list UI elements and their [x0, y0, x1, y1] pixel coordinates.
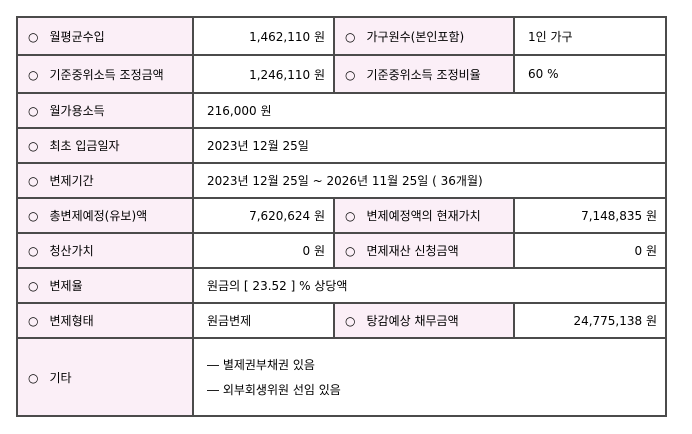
label-etc: ○ 기타 [16, 337, 194, 417]
label-text: 총변제예정(유보)액 [49, 209, 148, 223]
etc-note-external-trustee: ― 외부회생위원 선임 있음 [207, 382, 341, 397]
circle-bullet-icon: ○ [28, 279, 39, 293]
circle-bullet-icon: ○ [28, 244, 39, 258]
circle-bullet-icon: ○ [28, 104, 39, 118]
value-etc: ― 별제권부채권 있음 ― 외부회생위원 선임 있음 [192, 337, 667, 417]
circle-bullet-icon: ○ [28, 139, 39, 153]
table-row: ○ 청산가치 0 원 ○ 면제재산 신청금액 0 원 [16, 232, 667, 269]
summary-table: ○ 월평균수입 1,462,110 원 ○ 가구원수(본인포함) 1인 가구 ○ 기준… [16, 16, 667, 417]
label-median-income-adjust-ratio: ○ 기준중위소득 조정비율 [333, 54, 515, 94]
value-liquidation-value: 0 원 [192, 232, 335, 269]
table-row: ○ 변제율 원금의 [ 23.52 ] % 상당액 [16, 267, 667, 304]
value-household-members: 1인 가구 [513, 16, 667, 56]
label-text: 변제율 [49, 279, 83, 293]
label-monthly-average-income: ○ 월평균수입 [16, 16, 194, 56]
table-row: ○ 변제형태 원금변제 ○ 탕감예상 채무금액 24,775,138 원 [16, 302, 667, 339]
label-present-value-of-repayment: ○ 변제예정액의 현재가치 [333, 197, 515, 234]
table-row: ○ 최초 입금일자 2023년 12월 25일 [16, 127, 667, 164]
circle-bullet-icon: ○ [28, 370, 39, 385]
label-text: 가구원수(본인포함) [366, 29, 465, 44]
circle-bullet-icon: ○ [28, 314, 39, 328]
label-text: 변제형태 [49, 314, 94, 328]
label-household-members: ○ 가구원수(본인포함) [333, 16, 515, 56]
label-repayment-rate: ○ 변제율 [16, 267, 194, 304]
label-text: 청산가치 [49, 244, 94, 258]
circle-bullet-icon: ○ [28, 29, 39, 44]
label-liquidation-value: ○ 청산가치 [16, 232, 194, 269]
label-text: 면제재산 신청금액 [366, 244, 459, 258]
label-total-planned-repayment: ○ 총변제예정(유보)액 [16, 197, 194, 234]
value-expected-debt-relief-amount: 24,775,138 원 [513, 302, 667, 339]
label-text: 최초 입금일자 [49, 139, 120, 153]
value-present-value-of-repayment: 7,148,835 원 [513, 197, 667, 234]
label-text: 월가용소득 [49, 104, 105, 118]
label-median-income-adjusted-amount: ○ 기준중위소득 조정금액 [16, 54, 194, 94]
label-text: 탕감예상 채무금액 [366, 314, 459, 328]
label-monthly-disposable-income: ○ 월가용소득 [16, 92, 194, 129]
value-total-planned-repayment: 7,620,624 원 [192, 197, 335, 234]
label-expected-debt-relief-amount: ○ 탕감예상 채무금액 [333, 302, 515, 339]
circle-bullet-icon: ○ [28, 174, 39, 188]
etc-note-secured-claim: ― 별제권부채권 있음 [207, 357, 315, 372]
value-monthly-disposable-income: 216,000 원 [192, 92, 667, 129]
label-text: 변제기간 [49, 174, 94, 188]
value-monthly-average-income: 1,462,110 원 [192, 16, 335, 56]
label-text: 기준중위소득 조정비율 [366, 67, 481, 82]
circle-bullet-icon: ○ [345, 29, 356, 44]
value-exempt-property-request: 0 원 [513, 232, 667, 269]
table-row: ○ 월가용소득 216,000 원 [16, 92, 667, 129]
value-median-income-adjust-ratio: 60 % [513, 54, 667, 94]
table-row: ○ 월평균수입 1,462,110 원 ○ 가구원수(본인포함) 1인 가구 [16, 16, 667, 56]
label-text: 변제예정액의 현재가치 [366, 209, 481, 223]
label-repayment-period: ○ 변제기간 [16, 162, 194, 199]
label-text: 기준중위소득 조정금액 [49, 67, 164, 82]
label-repayment-form: ○ 변제형태 [16, 302, 194, 339]
circle-bullet-icon: ○ [345, 314, 356, 328]
circle-bullet-icon: ○ [345, 209, 356, 223]
repayment-plan-summary: ○ 월평균수입 1,462,110 원 ○ 가구원수(본인포함) 1인 가구 ○ 기준… [16, 16, 667, 417]
value-repayment-period: 2023년 12월 25일 ~ 2026년 11월 25일 ( 36개월) [192, 162, 667, 199]
value-repayment-rate: 원금의 [ 23.52 ] % 상당액 [192, 267, 667, 304]
circle-bullet-icon: ○ [345, 244, 356, 258]
label-text: 월평균수입 [49, 29, 105, 44]
circle-bullet-icon: ○ [28, 67, 39, 82]
circle-bullet-icon: ○ [345, 67, 356, 82]
circle-bullet-icon: ○ [28, 209, 39, 223]
table-row: ○ 총변제예정(유보)액 7,620,624 원 ○ 변제예정액의 현재가치 7,1… [16, 197, 667, 234]
table-row: ○ 기타 ― 별제권부채권 있음 ― 외부회생위원 선임 있음 [16, 337, 667, 417]
table-row: ○ 기준중위소득 조정금액 1,246,110 원 ○ 기준중위소득 조정비율 60… [16, 54, 667, 94]
value-repayment-form: 원금변제 [192, 302, 335, 339]
table-row: ○ 변제기간 2023년 12월 25일 ~ 2026년 11월 25일 ( 36… [16, 162, 667, 199]
value-median-income-adjusted-amount: 1,246,110 원 [192, 54, 335, 94]
value-first-deposit-date: 2023년 12월 25일 [192, 127, 667, 164]
label-text: 기타 [49, 370, 72, 385]
label-exempt-property-request: ○ 면제재산 신청금액 [333, 232, 515, 269]
label-first-deposit-date: ○ 최초 입금일자 [16, 127, 194, 164]
